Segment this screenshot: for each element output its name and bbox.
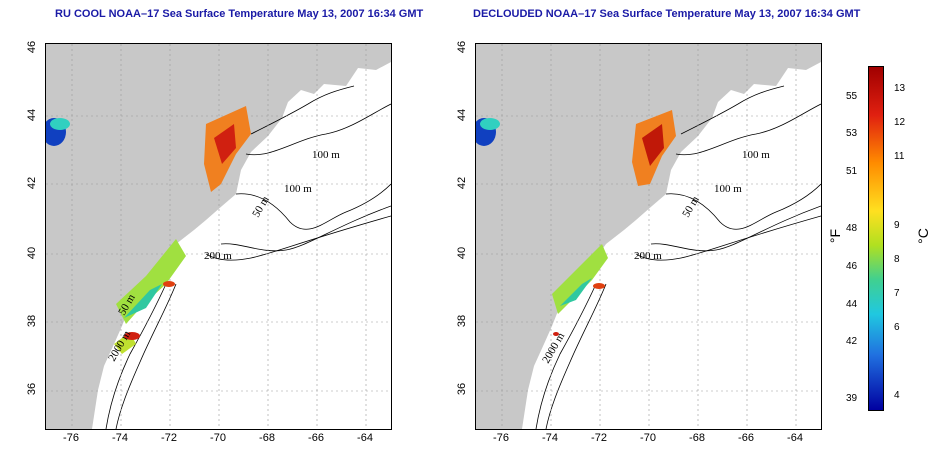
fahrenheit-tick: 44 xyxy=(846,299,858,310)
lon-tick-label: -70 xyxy=(640,432,656,444)
contour-label: 100 m xyxy=(742,149,770,161)
lat-tick-label: 42 xyxy=(456,176,468,190)
land-mass xyxy=(476,44,821,429)
celsius-tick: 8 xyxy=(894,254,900,265)
lon-tick-label: -70 xyxy=(210,432,226,444)
celsius-tick: 12 xyxy=(894,117,906,128)
bathymetry-contours xyxy=(105,85,391,429)
celsius-tick: 13 xyxy=(894,83,906,94)
celsius-tick: 11 xyxy=(894,151,905,162)
fahrenheit-unit-label: °F xyxy=(827,228,844,244)
lat-tick-label: 44 xyxy=(456,108,468,122)
contour-label: 200 m xyxy=(204,250,232,262)
lon-tick-label: -76 xyxy=(63,432,79,444)
lon-tick-label: -64 xyxy=(787,432,803,444)
lon-tick-label: -74 xyxy=(542,432,558,444)
bathymetry-contours xyxy=(535,85,821,429)
lon-tick-label: -68 xyxy=(689,432,705,444)
right-panel-title: DECLOUDED NOAA–17 Sea Surface Temperatur… xyxy=(473,8,861,20)
left-map: 100 m 100 m 50 m 200 m 50 m 2000 m xyxy=(45,43,392,430)
celsius-tick: 4 xyxy=(894,390,900,401)
lat-tick-label: 46 xyxy=(26,40,38,54)
lat-tick-label: 36 xyxy=(456,382,468,396)
lon-tick-label: -66 xyxy=(308,432,324,444)
fahrenheit-tick: 51 xyxy=(846,166,858,177)
lat-tick-label: 40 xyxy=(26,246,38,260)
lat-tick-label: 36 xyxy=(26,382,38,396)
lat-tick-label: 38 xyxy=(26,314,38,328)
fahrenheit-tick: 55 xyxy=(846,91,858,102)
lat-tick-label: 44 xyxy=(26,108,38,122)
fahrenheit-tick: 48 xyxy=(846,223,858,234)
contour-label: 50 m xyxy=(680,194,702,220)
fahrenheit-tick: 39 xyxy=(846,393,858,404)
temperature-colorbar xyxy=(868,66,884,411)
celsius-unit-label: °C xyxy=(914,228,931,244)
sst-patches xyxy=(46,106,251,354)
fahrenheit-tick: 46 xyxy=(846,261,858,272)
celsius-tick: 7 xyxy=(894,288,900,299)
lon-tick-label: -72 xyxy=(591,432,607,444)
left-panel-title: RU COOL NOAA–17 Sea Surface Temperature … xyxy=(55,8,424,20)
lat-tick-label: 38 xyxy=(456,314,468,328)
contour-label: 100 m xyxy=(312,149,340,161)
lon-tick-label: -68 xyxy=(259,432,275,444)
celsius-tick: 9 xyxy=(894,220,900,231)
contour-label: 100 m xyxy=(284,183,312,195)
graticule xyxy=(476,44,821,429)
graticule xyxy=(46,44,391,429)
fahrenheit-tick: 53 xyxy=(846,128,858,139)
lat-tick-label: 46 xyxy=(456,40,468,54)
lat-tick-label: 40 xyxy=(456,246,468,260)
contour-label: 50 m xyxy=(250,194,272,220)
contour-label: 200 m xyxy=(634,250,662,262)
lat-tick-label: 42 xyxy=(26,176,38,190)
land-mass xyxy=(46,44,391,429)
lon-tick-label: -66 xyxy=(738,432,754,444)
peninsula-shape xyxy=(564,204,596,248)
lon-tick-label: -72 xyxy=(161,432,177,444)
right-map: 100 m 100 m 50 m 200 m 2000 m xyxy=(475,43,822,430)
left-map-svg: 100 m 100 m 50 m 200 m 50 m 2000 m xyxy=(46,44,391,429)
fahrenheit-tick: 42 xyxy=(846,336,858,347)
contour-label: 100 m xyxy=(714,183,742,195)
lon-tick-label: -64 xyxy=(357,432,373,444)
celsius-tick: 6 xyxy=(894,322,900,333)
lon-tick-label: -74 xyxy=(112,432,128,444)
sst-patches xyxy=(476,110,676,336)
peninsula-shape xyxy=(134,204,166,248)
right-map-svg: 100 m 100 m 50 m 200 m 2000 m xyxy=(476,44,821,429)
lon-tick-label: -76 xyxy=(493,432,509,444)
